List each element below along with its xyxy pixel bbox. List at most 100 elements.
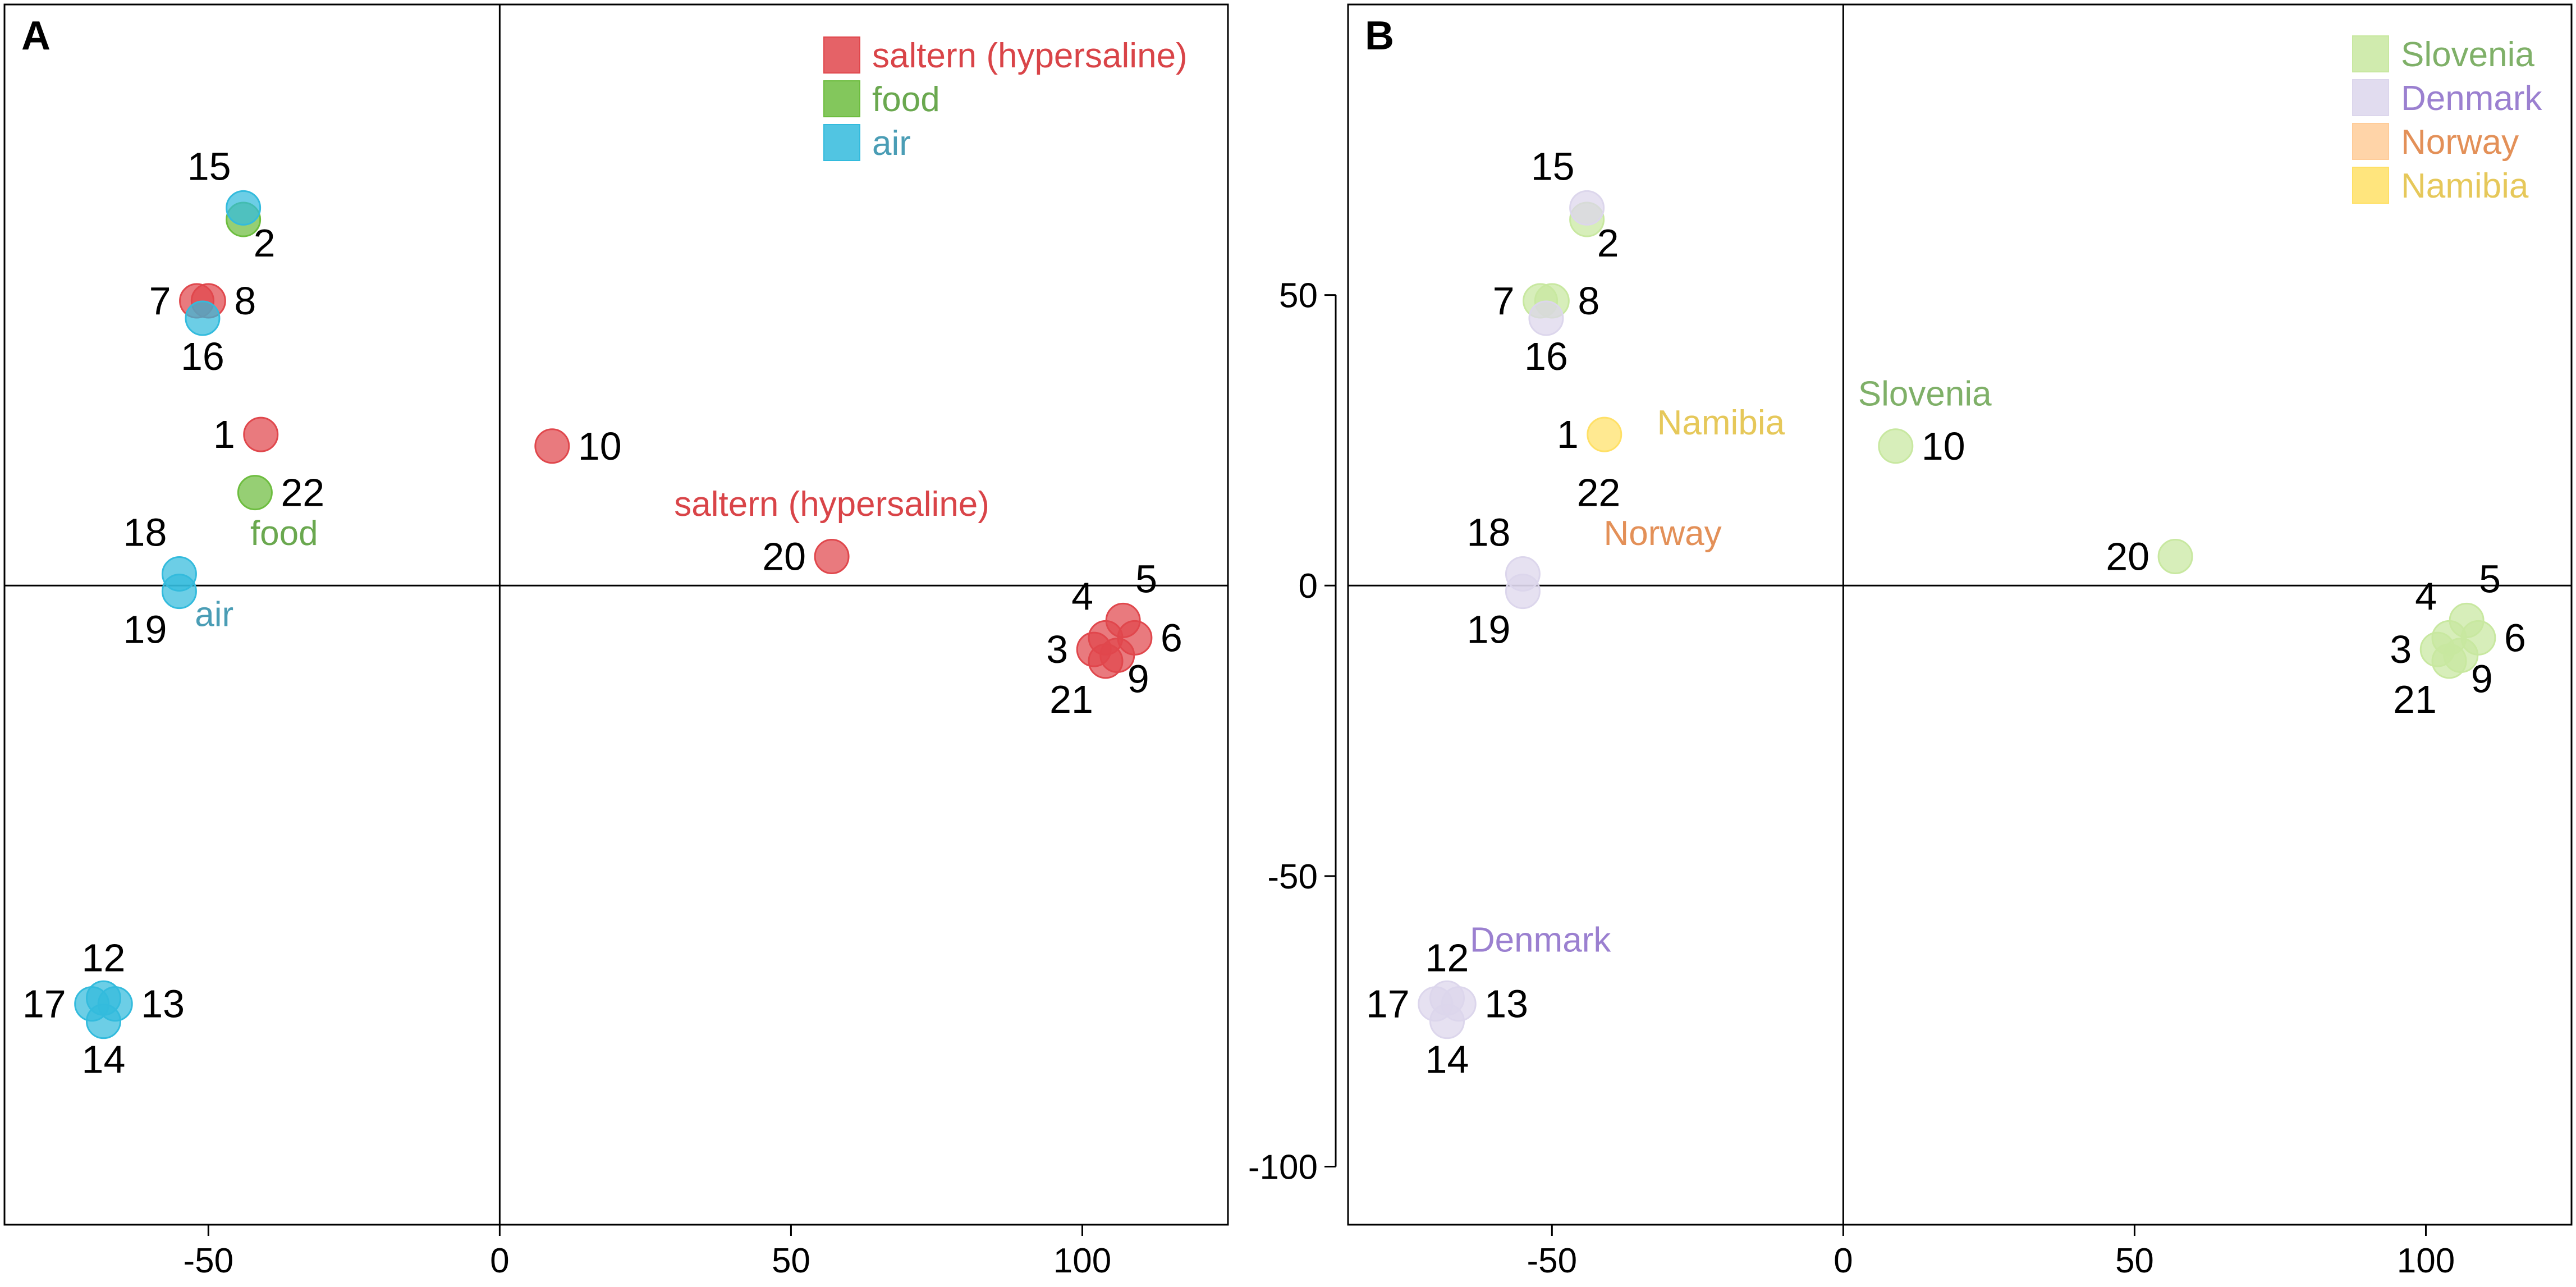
legend-swatch (2352, 123, 2389, 160)
point-label: 1 (213, 413, 235, 456)
y-tick-label: 0 (1299, 567, 1318, 606)
y-tick-label: 50 (1279, 277, 1318, 315)
point-label: 17 (22, 982, 66, 1026)
data-point-16 (1528, 300, 1564, 336)
point-label: 16 (1524, 335, 1568, 378)
point-label: 12 (82, 936, 126, 979)
point-label: 1 (1557, 413, 1579, 456)
data-point-10 (534, 428, 570, 464)
point-label: 10 (578, 424, 622, 468)
point-label: 13 (1484, 982, 1528, 1026)
y-tick-label: -50 (1267, 858, 1318, 896)
legend-swatch (2352, 35, 2389, 72)
point-label: 9 (2471, 657, 2493, 700)
legend-label: air (872, 124, 911, 163)
legend-label: saltern (hypersaline) (872, 36, 1188, 75)
point-label: 5 (2479, 557, 2501, 601)
point-label: 8 (234, 279, 256, 323)
group-annotation: air (195, 596, 233, 634)
plot-frame (3, 3, 1229, 1226)
x-tick-label: 50 (2115, 1242, 2154, 1280)
data-point-19 (161, 574, 197, 610)
point-label: 19 (1467, 608, 1511, 652)
x-tick-label: 50 (772, 1242, 810, 1280)
data-point-20 (2157, 538, 2193, 574)
legend-label: Slovenia (2401, 35, 2534, 74)
point-label: 14 (1425, 1038, 1469, 1082)
point-label: 5 (1135, 557, 1157, 601)
point-label: 19 (123, 608, 167, 652)
markers (1418, 190, 2496, 1039)
x-tick-label: 100 (2397, 1242, 2455, 1280)
point-label: 10 (1922, 424, 1965, 468)
point-label: 13 (141, 982, 185, 1026)
point-label: 22 (1576, 471, 1620, 515)
point-label: 18 (1467, 511, 1511, 555)
x-tick-label: 100 (1053, 1242, 1111, 1280)
panel-letter: B (1365, 13, 1394, 58)
panel-letter: A (21, 13, 51, 58)
point-label: 18 (123, 511, 167, 555)
group-annotation: Namibia (1657, 404, 1785, 442)
legend-label: Namibia (2401, 167, 2529, 205)
legend-label: food (872, 80, 940, 119)
group-annotation: saltern (hypersaline) (674, 485, 989, 524)
point-label: 6 (1161, 616, 1182, 659)
x-tick-label: 0 (1834, 1242, 1853, 1280)
legend-swatch (823, 124, 860, 161)
data-point-22 (237, 475, 273, 511)
data-point-20 (814, 538, 850, 574)
data-point-17 (1418, 986, 1454, 1022)
point-label: 3 (2390, 628, 2412, 671)
point-label: 12 (1425, 936, 1469, 979)
point-label: 15 (1531, 144, 1575, 188)
group-annotation: food (250, 514, 318, 553)
markers (74, 190, 1153, 1039)
point-label: 17 (1366, 982, 1410, 1026)
legend-swatch (823, 36, 860, 74)
x-tick-label: -50 (184, 1242, 234, 1280)
data-point-15 (1569, 190, 1605, 226)
point-label: 20 (2106, 534, 2149, 578)
group-annotation: Slovenia (1858, 374, 1992, 413)
data-point-19 (1505, 574, 1541, 610)
group-annotation: Denmark (1470, 920, 1612, 959)
x-tick-label: 0 (490, 1242, 509, 1280)
data-point-10 (1878, 428, 1914, 464)
data-point-21 (1088, 643, 1124, 679)
point-label: 7 (149, 279, 171, 323)
data-point-15 (226, 190, 262, 226)
group-annotation: Norway (1603, 514, 1721, 553)
point-label: 6 (2504, 616, 2526, 659)
point-label: 2 (254, 221, 276, 265)
legend-label: Norway (2401, 123, 2519, 162)
data-point-16 (185, 300, 221, 336)
legend-swatch (2352, 79, 2389, 116)
y-tick-label: -100 (1248, 1148, 1318, 1187)
data-point-21 (2431, 643, 2467, 679)
legend: Slovenia Denmark Norway Namibia (2352, 35, 2543, 205)
legend: saltern (hypersaline) food air (823, 36, 1188, 163)
data-point-17 (74, 986, 110, 1022)
point-label: 15 (187, 144, 231, 188)
point-label: 3 (1046, 628, 1068, 671)
point-label: 7 (1493, 279, 1515, 323)
plot-frame (1347, 3, 2573, 1226)
point-label: 21 (1049, 677, 1093, 721)
point-label: 22 (281, 471, 324, 515)
point-label: 2 (1597, 221, 1619, 265)
point-label: 8 (1578, 279, 1599, 323)
data-point-1 (243, 416, 279, 452)
point-label: 4 (1071, 574, 1093, 618)
point-label: 4 (2415, 574, 2437, 618)
legend-swatch (2352, 167, 2389, 204)
data-point-1 (1587, 416, 1622, 452)
point-label: 16 (181, 335, 224, 378)
point-label: 9 (1127, 657, 1149, 700)
point-label: 14 (82, 1038, 126, 1082)
